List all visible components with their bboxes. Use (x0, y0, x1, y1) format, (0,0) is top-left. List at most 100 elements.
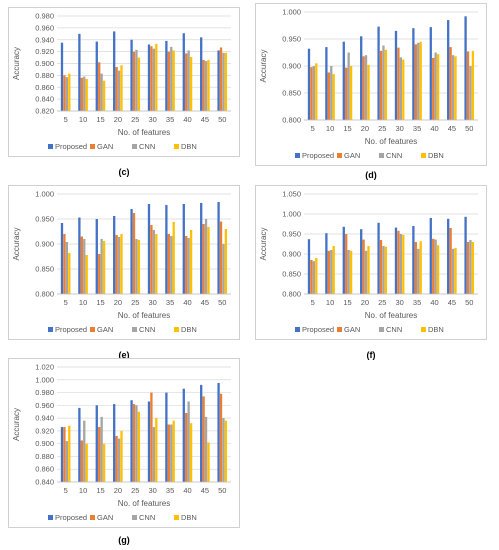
caption-g: (g) (118, 535, 130, 545)
bar-dbn (384, 49, 388, 120)
bar-gan (80, 440, 83, 482)
bar-proposed (342, 41, 345, 121)
bar-dbn (137, 57, 141, 111)
bar-dbn (224, 420, 228, 482)
bar-proposed (165, 205, 168, 294)
bar-gan (219, 221, 223, 294)
bar-gan (466, 51, 470, 120)
y-tick-label: 1.050 (282, 190, 301, 199)
bar-proposed (60, 427, 64, 482)
bar-dbn (315, 258, 318, 294)
bar-dbn (332, 246, 335, 294)
legend-swatch-dbn (174, 327, 179, 332)
chart-panel-d: 0.800 0.850 0.900 0.950 1.000 Accuracy 5 10 15 20… (255, 3, 487, 166)
caption-c: (c) (118, 167, 130, 177)
bar-proposed (147, 44, 151, 111)
bar-dbn (402, 59, 405, 120)
y-tick-label: 0.980 (35, 388, 54, 397)
y-tick-label: 0.900 (282, 250, 301, 259)
bar-cnn (222, 52, 225, 111)
y-tick-label: 0.880 (35, 71, 54, 80)
bar-proposed (217, 50, 220, 111)
x-tick-label: 35 (166, 115, 174, 124)
y-axis-label: Accuracy (12, 228, 21, 261)
legend-label-proposed: Proposed (55, 325, 87, 334)
bar-dbn (120, 430, 123, 482)
bar-cnn (135, 239, 138, 294)
bar-cnn (399, 57, 403, 120)
y-tick-label: 1.000 (282, 210, 301, 219)
bar-dbn (189, 423, 193, 482)
y-tick-label: 0.860 (35, 83, 54, 92)
bar-proposed (78, 33, 81, 111)
bar-dbn (471, 242, 475, 294)
x-tick-label: 20 (114, 115, 122, 124)
bar-gan (80, 77, 83, 111)
bar-cnn (187, 238, 190, 294)
bar-cnn (100, 73, 103, 111)
bar-proposed (307, 48, 311, 120)
bar-proposed (447, 20, 450, 121)
legend-label-dbn: DBN (181, 142, 197, 151)
bar-gan (202, 224, 205, 294)
bar-proposed (217, 202, 220, 294)
bar-dbn (419, 41, 422, 121)
bar-gan (185, 413, 188, 482)
y-tick-label: 0.900 (35, 59, 54, 68)
chart-d-svg: 0.800 0.850 0.900 0.950 1.000 Accuracy 5 10 15 20… (259, 8, 478, 160)
bar-proposed (165, 392, 168, 482)
bar-cnn (65, 77, 69, 111)
bar-dbn (85, 255, 88, 294)
bar-proposed (217, 382, 220, 482)
legend-swatch-proposed (295, 327, 300, 332)
x-tick-label: 35 (413, 124, 421, 133)
x-tick-label: 50 (465, 124, 473, 133)
legend-swatch-cnn (132, 144, 137, 149)
legend-swatch-proposed (48, 144, 53, 149)
bar-gan (345, 67, 348, 120)
legend-swatch-dbn (421, 153, 426, 158)
bar-gan (115, 436, 118, 482)
legend-swatch-gan (337, 153, 342, 158)
bar-cnn (399, 234, 403, 294)
y-tick-label: 0.850 (282, 270, 301, 279)
x-tick-label: 45 (201, 298, 209, 307)
legend-swatch-proposed (295, 153, 300, 158)
x-tick-label: 45 (201, 115, 209, 124)
bar-dbn (471, 50, 475, 120)
x-tick-label: 40 (430, 298, 438, 307)
bar-proposed (325, 47, 328, 120)
bar-proposed (60, 223, 64, 294)
x-tick-label: 30 (149, 486, 157, 495)
bar-cnn (434, 239, 437, 294)
x-tick-label: 30 (149, 115, 157, 124)
bar-gan (202, 396, 205, 482)
bar-gan (327, 72, 330, 120)
x-tick-label: 5 (64, 115, 68, 124)
bar-gan (449, 47, 452, 120)
bar-proposed (113, 404, 116, 482)
bar-proposed (78, 217, 81, 294)
chart-g-svg: 0.840 0.860 0.880 0.900 0.920 0.940 0.960 0.980… (12, 363, 231, 522)
bar-cnn (204, 416, 208, 482)
bar-cnn (312, 261, 316, 294)
bar-dbn (172, 222, 175, 294)
y-tick-label: 0.960 (35, 401, 54, 410)
legend-label-dbn: DBN (181, 325, 197, 334)
bar-proposed (130, 209, 133, 294)
bar-cnn (83, 420, 86, 482)
bar-proposed (113, 31, 116, 111)
bar-cnn (330, 66, 333, 120)
y-tick-label: 0.900 (35, 240, 54, 249)
bar-proposed (60, 42, 64, 111)
bar-dbn (68, 253, 71, 294)
bar-proposed (147, 401, 151, 482)
bar-proposed (147, 204, 151, 294)
bar-dbn (436, 245, 440, 294)
legend-swatch-proposed (48, 327, 53, 332)
bar-gan (132, 51, 136, 111)
bar-dbn (207, 59, 210, 111)
bar-dbn (367, 64, 370, 120)
bar-proposed (377, 26, 380, 120)
x-tick-label: 20 (114, 486, 122, 495)
